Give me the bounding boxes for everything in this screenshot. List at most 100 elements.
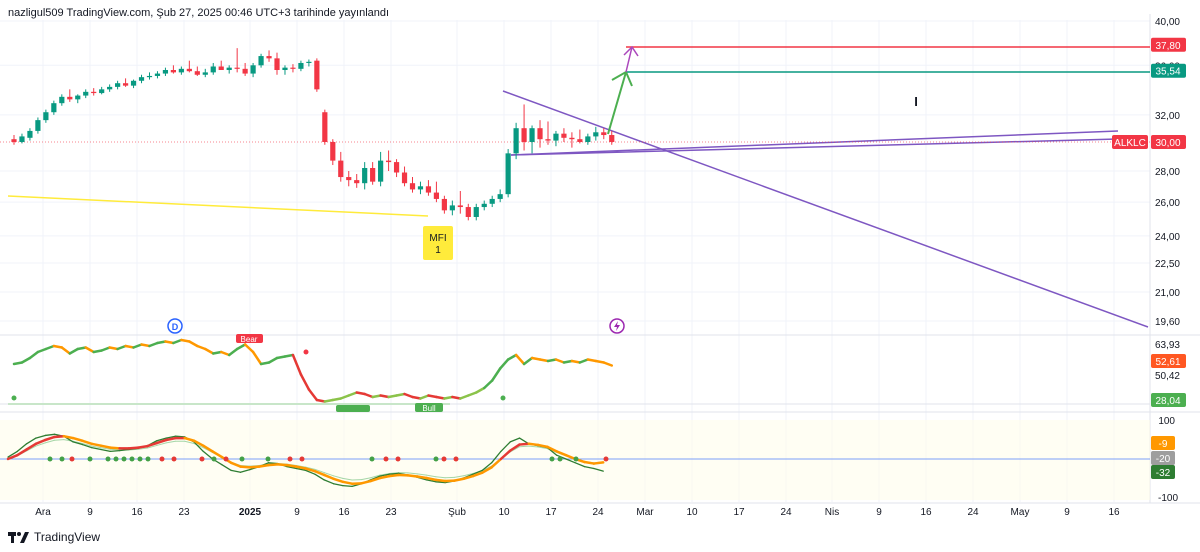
candle-body [146,75,153,78]
osc-slow-segment [276,463,289,467]
osc-slow-segment [164,436,177,442]
osc-slow-segment [369,476,382,483]
candle-body [457,205,463,208]
mfi-line-segment [283,353,295,358]
osc-signal-dot [395,456,401,462]
osc-signal-dot [113,456,119,462]
candle-body [393,162,400,173]
mfi-line-segment [267,356,279,364]
osc-slow-segment [425,476,438,482]
mfi-line-segment [68,347,80,355]
dividend-marker-label: D [172,322,179,332]
mfi-line-segment [323,398,335,403]
osc-slow-segment [295,465,307,470]
mfi-line-segment [570,359,582,364]
candle-body [43,112,49,121]
candle-body [274,58,280,71]
osc-slow-segment [481,466,493,474]
candle-body [178,68,184,73]
mfi-line-segment [379,394,390,399]
osc-grey-segment [463,473,474,477]
candle-body [346,177,352,181]
osc-value-tag [1151,465,1175,479]
osc-signal-dot [199,456,205,462]
candle-body [83,91,89,96]
mfi-line-segment [602,361,613,367]
osc-value-label: -20 [1156,454,1171,465]
candle-body [59,96,65,104]
candle-body [234,67,240,69]
candle-body [130,80,137,86]
candle-body [298,62,304,69]
candle-body [497,194,503,199]
osc-slow-segment [508,443,521,452]
price-tag-label: 35,54 [1155,67,1180,78]
osc-grey-segment [453,475,465,478]
osc-slow-segment [415,475,428,480]
mfi-value-label: 28,04 [1155,396,1180,407]
time-tick-label: Şub [448,507,466,518]
mfi-line-segment [219,350,231,357]
mfi-line-segment [116,344,127,351]
lightning-glyph [614,321,620,331]
osc-grey-segment [147,444,158,449]
time-tick-label: 10 [498,507,510,518]
osc-signal-dot [171,456,177,462]
time-tick-label: 24 [780,507,792,518]
cursor-i-marker: I [914,94,918,109]
price-tick-label: 32,00 [1155,111,1180,122]
mfi-line-segment [578,358,590,364]
candle-body [107,86,113,90]
osc-fast-segment [593,467,604,472]
osc-grey-segment [54,439,65,441]
osc-signal-dot [369,456,375,462]
osc-fast-segment [193,441,204,453]
osc-grey-segment [156,442,167,446]
candle-body [162,70,169,74]
bear-tag [236,334,263,343]
osc-signal-dot [239,456,245,462]
mfi-line-segment [52,344,64,349]
osc-grey-segment [35,442,46,447]
mfi-line-segment [36,347,48,354]
mfi-line-segment [227,347,239,357]
osc-grey-segment [519,445,530,448]
mfi-line-segment [307,388,319,402]
osc-grey-segment [81,442,93,447]
osc-slow-segment [267,463,279,467]
osc-fast-segment [25,437,37,445]
time-tick-label: 16 [131,507,143,518]
osc-grey-segment [537,446,548,450]
footer: TradingView [8,530,100,544]
mfi-line-segment [84,346,95,354]
osc-slow-segment [127,446,140,450]
candle-body [441,198,447,211]
mfi-line-segment [164,340,175,345]
time-tick-label: 9 [876,507,882,518]
osc-fast-segment [72,441,84,446]
mfi-line-segment [124,344,135,349]
mfi-line-segment [140,343,151,348]
candle-body [433,192,440,199]
osc-slow-segment [592,461,605,465]
osc-signal-dot [121,456,127,462]
candle-body [19,136,25,142]
time-tick-label: May [1011,507,1030,518]
osc-fast-segment [295,467,307,472]
osc-slow-segment [90,442,103,447]
candle-body [170,70,176,73]
osc-signal-dot [159,456,165,462]
projection-arrow-green [607,71,627,135]
osc-fast-segment [565,458,576,464]
time-tick-label: 16 [920,507,932,518]
osc-signal-dot [287,456,293,462]
osc-fast-segment [379,473,390,477]
candle-body [27,130,33,138]
osc-fast-segment [323,479,335,485]
osc-grey-segment [137,447,148,450]
time-tick-label: 9 [1064,507,1070,518]
osc-slow-segment [81,439,93,446]
mfi-line-segment [475,386,486,394]
osc-grey-segment [416,473,427,476]
